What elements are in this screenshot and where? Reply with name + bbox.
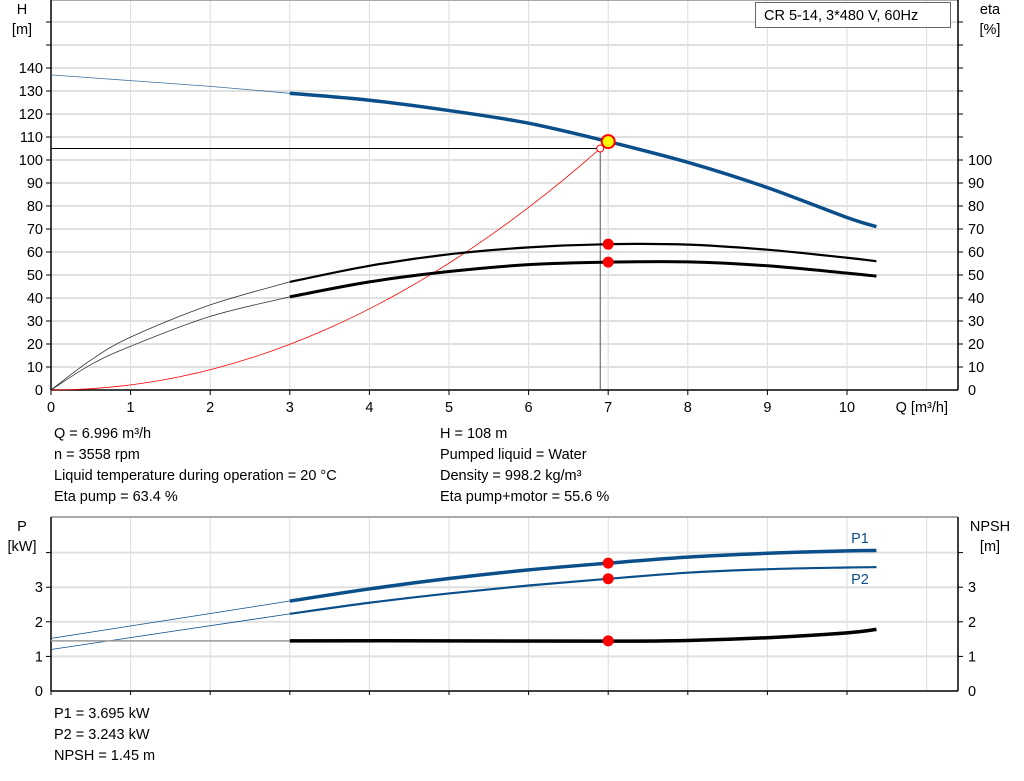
y-axis-title-right: eta xyxy=(980,2,1001,18)
eta_pump_motor-curve xyxy=(289,260,877,299)
y-tick-label-right: 70 xyxy=(968,222,984,238)
info-eta-pump: Eta pump = 63.4 % xyxy=(54,489,178,505)
y-tick-label-left: 140 xyxy=(19,61,43,77)
operating-point-marker xyxy=(602,573,614,585)
y-tick-label-left: 1 xyxy=(35,649,43,665)
P2-curve xyxy=(289,566,877,615)
info-p1: P1 = 3.695 kW xyxy=(54,706,150,722)
y-tick-label-right: 20 xyxy=(968,337,984,353)
x-tick-label: 8 xyxy=(684,400,692,416)
y-tick-label-right: 80 xyxy=(968,199,984,215)
eta_pump_motor-curve-extrapolated xyxy=(50,296,290,391)
info-top-left: Q = 6.996 m³/h n = 3558 rpm Liquid tempe… xyxy=(54,424,337,508)
y-tick-label-right: 30 xyxy=(968,314,984,330)
y-tick-label-left: 60 xyxy=(27,245,43,261)
y-tick-label-left: 2 xyxy=(35,615,43,631)
p2-series-label: P2 xyxy=(851,572,869,588)
y-tick-label-left: 20 xyxy=(27,337,43,353)
y-tick-label-right: 50 xyxy=(968,268,984,284)
y-tick-label-left: 30 xyxy=(27,314,43,330)
x-tick-label: 7 xyxy=(604,400,612,416)
x-tick-label: 9 xyxy=(763,400,771,416)
x-tick-label: 6 xyxy=(525,400,533,416)
info-speed: n = 3558 rpm xyxy=(54,447,140,463)
y-tick-label-right: 0 xyxy=(968,383,976,399)
y-tick-label-right: 10 xyxy=(968,360,984,376)
y-axis-unit-right: [%] xyxy=(980,22,1001,38)
info-liquid: Pumped liquid = Water xyxy=(440,447,587,463)
operating-point-marker xyxy=(602,557,614,569)
info-eta-pump-motor: Eta pump+motor = 55.6 % xyxy=(440,489,610,505)
y-tick-label-left: 50 xyxy=(27,268,43,284)
y-tick-label-left: 0 xyxy=(35,684,43,700)
y-tick-label-left: 0 xyxy=(35,383,43,399)
info-p2: P2 = 3.243 kW xyxy=(54,727,150,743)
info-npsh: NPSH = 1.45 m xyxy=(54,748,156,764)
y-axis-unit-right: [m] xyxy=(980,539,1000,555)
y-tick-label-left: 3 xyxy=(35,580,43,596)
y-tick-label-left: 70 xyxy=(27,222,43,238)
x-tick-label: 4 xyxy=(365,400,373,416)
y-tick-label-left: 130 xyxy=(19,84,43,100)
y-tick-label-right: 40 xyxy=(968,291,984,307)
x-tick-label: 10 xyxy=(839,400,855,416)
efficiency-marker xyxy=(602,238,614,250)
info-head: H = 108 m xyxy=(440,426,508,442)
y-tick-label-left: 90 xyxy=(27,176,43,192)
duty-point-marker xyxy=(600,134,616,150)
y-tick-label-right: 2 xyxy=(968,615,976,631)
y-tick-label-left: 100 xyxy=(19,153,43,169)
p1-series-label: P1 xyxy=(851,531,869,547)
y-tick-label-left: 40 xyxy=(27,291,43,307)
info-top-right: H = 108 m Pumped liquid = Water Density … xyxy=(440,424,609,508)
info-liquid-temp: Liquid temperature during operation = 20… xyxy=(54,468,337,484)
pump-legend: CR 5-14, 3*480 V, 60Hz xyxy=(755,2,951,28)
y-tick-label-right: 3 xyxy=(968,580,976,596)
setpoint-marker xyxy=(596,144,605,153)
y-tick-label-left: 110 xyxy=(20,130,43,146)
system-curve xyxy=(50,148,601,391)
x-tick-label: 1 xyxy=(127,400,135,416)
info-density: Density = 998.2 kg/m³ xyxy=(440,468,582,484)
y-tick-label-right: 0 xyxy=(968,684,976,700)
P1-curve xyxy=(289,548,877,603)
x-tick-label: 5 xyxy=(445,400,453,416)
y-tick-label-right: 60 xyxy=(968,245,984,261)
y-axis-unit-left: [m] xyxy=(12,22,32,38)
y-axis-title-left: P xyxy=(17,519,27,535)
y-axis-title-left: H xyxy=(17,2,27,18)
eta_pump-curve-extrapolated xyxy=(50,281,290,391)
y-tick-label-right: 90 xyxy=(968,176,984,192)
y-tick-label-left: 10 xyxy=(27,360,43,376)
P2-curve-extrapolated xyxy=(50,613,290,650)
efficiency-marker xyxy=(602,256,614,268)
y-tick-label-right: 1 xyxy=(968,649,976,665)
x-axis-title: Q [m³/h] xyxy=(896,400,948,416)
P1-curve-extrapolated xyxy=(50,600,290,639)
x-tick-label: 2 xyxy=(206,400,214,416)
y-axis-title-right: NPSH xyxy=(970,519,1010,535)
y-axis-unit-left: [kW] xyxy=(8,539,37,555)
info-flow: Q = 6.996 m³/h xyxy=(54,426,152,442)
info-bottom: P1 = 3.695 kW P2 = 3.243 kW NPSH = 1.45 … xyxy=(54,704,155,767)
y-tick-label-left: 120 xyxy=(19,107,43,123)
NPSH-curve xyxy=(289,627,877,643)
x-tick-label: 0 xyxy=(47,400,55,416)
y-tick-label-left: 80 xyxy=(27,199,43,215)
H-curve-extrapolated xyxy=(50,74,290,94)
y-tick-label-right: 100 xyxy=(968,153,992,169)
x-tick-label: 3 xyxy=(286,400,294,416)
operating-point-marker xyxy=(602,635,614,647)
